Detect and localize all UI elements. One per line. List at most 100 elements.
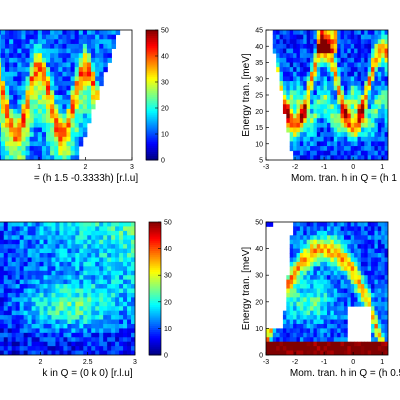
heatmap-cell [293,315,297,320]
heatmap-cell [371,99,375,105]
heatmap-cell [19,284,25,289]
heatmap-cell [350,113,355,119]
heatmap-cell [51,323,56,329]
heatmap-cell [384,301,388,307]
heatmap-cell [25,71,31,77]
heatmap-cell [289,346,294,351]
heatmap-cell [313,239,318,245]
heatmap-cell [62,132,67,138]
heatmap-cell [75,261,80,267]
heatmap-cell [350,248,355,254]
heatmap-cell [323,332,328,338]
heatmap-cell [51,350,56,355]
heatmap-cell [296,67,301,73]
heatmap-cell [340,239,345,245]
heatmap-cell [354,341,358,347]
heatmap-cell [289,315,294,320]
heatmap-cell [17,146,22,152]
heatmap-cell [31,257,36,263]
colorbar-swatch [149,232,161,235]
heatmap-cell [299,146,304,152]
heatmap-cell [23,306,29,312]
heatmap-cell [347,104,352,110]
heatmap-cell [39,341,44,347]
heatmap-cell [7,288,13,294]
heatmap-cell [15,248,21,254]
heatmap-cell [74,127,80,133]
heatmap-cell [381,222,386,227]
heatmap-cell [303,235,308,241]
heatmap-cell [47,253,52,258]
heatmap-cell [75,253,80,258]
heatmap-cell [350,350,355,355]
heatmap-cell [27,323,32,329]
heatmap-cell [347,30,352,36]
heatmap-cell [360,155,365,160]
heatmap-cell [310,310,314,316]
heatmap-cell [21,150,26,156]
heatmap-cell [293,332,297,338]
heatmap-cell [367,122,372,128]
heatmap-cell [384,141,388,147]
heatmap-cell [33,155,39,160]
heatmap-cell [371,150,375,156]
heatmap-cell [316,95,321,101]
heatmap-cell [313,253,318,258]
heatmap-cell [371,43,375,49]
heatmap-cell [374,306,379,312]
heatmap-cell [337,150,341,156]
heatmap-cell [337,57,341,63]
heatmap-cell [350,150,355,156]
heatmap-cell [99,30,104,36]
heatmap-cell [310,235,314,241]
heatmap-cell [31,239,36,245]
heatmap-cell [316,284,321,289]
heatmap-cell [74,150,80,156]
heatmap-cell [327,127,331,133]
heatmap-cell [360,350,365,355]
heatmap-cell [293,284,297,289]
heatmap-cell [310,53,314,59]
x-tick-label: 2 [84,164,88,171]
heatmap-cell [306,266,311,272]
heatmap-cell [340,30,345,36]
heatmap-cell [43,306,48,312]
heatmap-cell [25,57,31,63]
heatmap-cell [293,244,297,249]
heatmap-cell [71,239,76,245]
heatmap-cell [87,328,92,334]
colorbar-swatch [149,350,161,354]
heatmap-cell [31,328,36,334]
heatmap-cell [327,350,331,355]
heatmap-cell [74,71,80,77]
heatmap-cell [111,34,117,40]
heatmap-cell [62,30,67,36]
heatmap-cell [333,136,338,142]
heatmap-cell [91,104,96,110]
heatmap-cell [7,332,13,338]
heatmap-cell [29,141,35,147]
heatmap-cell [306,226,311,232]
heatmap-cell [31,226,36,232]
heatmap-cell [303,146,308,152]
heatmap-cell [131,337,135,343]
colorbar-swatch [149,311,161,314]
heatmap-cell [103,235,108,241]
heatmap-cell [87,319,92,325]
heatmap-cell [54,122,59,128]
heatmap-cell [384,57,388,63]
heatmap-cell [306,301,311,307]
heatmap-cell [0,122,2,128]
heatmap-cell [320,95,325,101]
heatmap-cell [23,235,29,241]
heatmap-cell [35,230,40,236]
heatmap-cell [19,226,25,232]
heatmap-cell [115,310,120,316]
heatmap-cell [272,48,277,54]
heatmap-cell [296,235,301,241]
heatmap-cell [374,113,379,119]
heatmap-cell [107,284,112,289]
heatmap-cell [367,288,372,294]
heatmap-cell [37,39,43,45]
heatmap-cell [316,288,321,294]
